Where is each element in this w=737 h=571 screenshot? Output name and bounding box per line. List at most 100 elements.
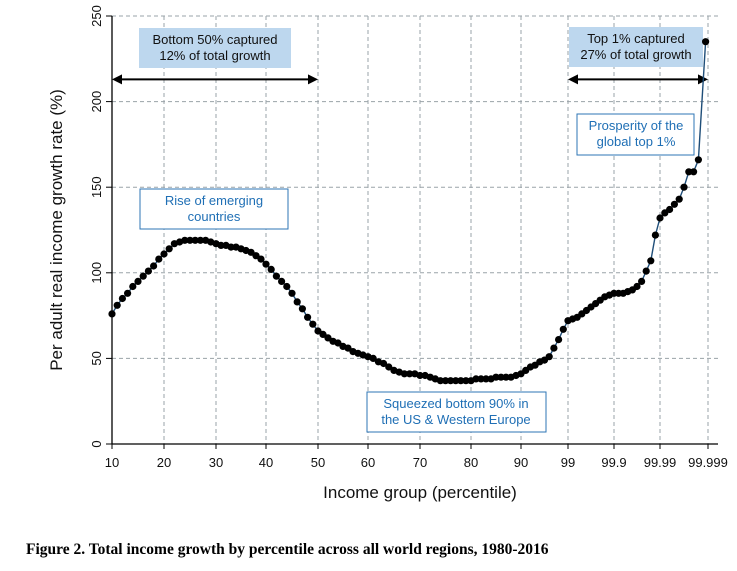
data-point [675,195,683,203]
data-point [262,260,270,268]
data-point [293,298,301,306]
data-point [304,313,312,321]
data-point [150,262,158,270]
data-point [656,214,664,222]
data-point [472,375,480,383]
data-point [694,156,703,164]
top1-arrow-head-left [568,74,578,85]
data-point [124,289,132,297]
data-point [134,277,142,285]
y-tick-label: 150 [89,176,104,198]
top1-line1: Top 1% captured [587,31,685,46]
data-point [298,305,306,313]
data-point [406,370,414,378]
data-point [181,236,189,244]
x-tick-label: 40 [259,455,273,470]
data-point [545,353,553,361]
x-tick-label: 30 [209,455,223,470]
data-point [369,354,377,362]
data-point [477,375,485,383]
data-point [118,294,126,303]
data-point [191,236,199,244]
data-point [436,377,444,385]
emerging-box [139,188,289,230]
data-point [165,245,173,253]
x-tick-label: 10 [105,455,119,470]
x-tick-label: 90 [514,455,528,470]
data-point [129,282,137,291]
range-arrows [112,74,708,85]
data-point [160,250,168,258]
data-point [441,377,450,385]
annotations: Bottom 50% captured 12% of total growth … [139,27,703,433]
prosperity-line2: global top 1% [597,134,676,149]
bottom50-arrow-head-left [112,74,122,85]
data-point [400,370,408,378]
data-point [186,236,194,244]
bottom50-line2: 12% of total growth [159,48,270,63]
x-tick-label: 50 [311,455,325,470]
data-point [633,282,641,291]
data-point [144,267,152,275]
data-point [344,344,352,352]
top1-box [569,27,703,67]
data-point [278,277,286,285]
data-point [559,325,567,333]
x-tick-label: 80 [464,455,478,470]
data-point [385,363,393,371]
data-point [670,200,679,208]
y-tick-label: 200 [89,91,104,113]
prosperity-line1: Prosperity of the [589,118,684,133]
data-point [457,377,465,385]
data-point [651,231,660,239]
top1-line2: 27% of total growth [580,47,691,62]
squeezed-line1: Squeezed bottom 90% in [383,396,528,411]
data-point [647,257,655,265]
series [108,38,710,385]
y-tick-label: 50 [89,351,104,365]
data-point [462,377,470,385]
data-point [550,344,558,352]
data-point [416,371,424,380]
x-tick-label: 99.999 [688,455,728,470]
data-point [272,272,280,280]
x-axis-title: Income group (percentile) [323,483,517,502]
data-point [680,183,688,191]
data-point [492,373,500,381]
data-point [196,236,204,244]
bottom50-line1: Bottom 50% captured [152,32,277,47]
x-tick-label: 70 [413,455,427,470]
emerging-line1: Rise of emerging [165,193,263,208]
squeezed-line2: the US & Western Europe [381,412,530,427]
data-point [380,359,388,368]
data-point [267,265,275,273]
data-point [447,377,455,385]
data-point [288,289,296,297]
data-point [155,255,163,263]
data-point [555,336,563,344]
x-tick-label: 99 [561,455,575,470]
data-point [690,168,698,176]
y-axis-title: Per adult real income growth rate (%) [47,89,66,371]
data-point [452,377,460,385]
data-point [319,330,327,338]
x-tick-label: 20 [157,455,171,470]
squeezed-box [366,391,547,433]
data-point [642,267,650,275]
x-tick-label: 60 [361,455,375,470]
bottom50-arrow-head-right [308,74,318,85]
emerging-line2: countries [188,209,241,224]
data-point [283,282,291,291]
x-tick-label: 99.99 [644,455,677,470]
y-tick-label: 0 [89,440,104,447]
prosperity-box [576,113,695,156]
data-point [497,373,505,381]
data-point [666,205,674,214]
data-point [702,38,710,46]
data-point [113,301,121,309]
data-point [638,277,646,285]
y-tick-label: 250 [89,5,104,27]
figure-caption: Figure 2. Total income growth by percent… [26,541,549,558]
